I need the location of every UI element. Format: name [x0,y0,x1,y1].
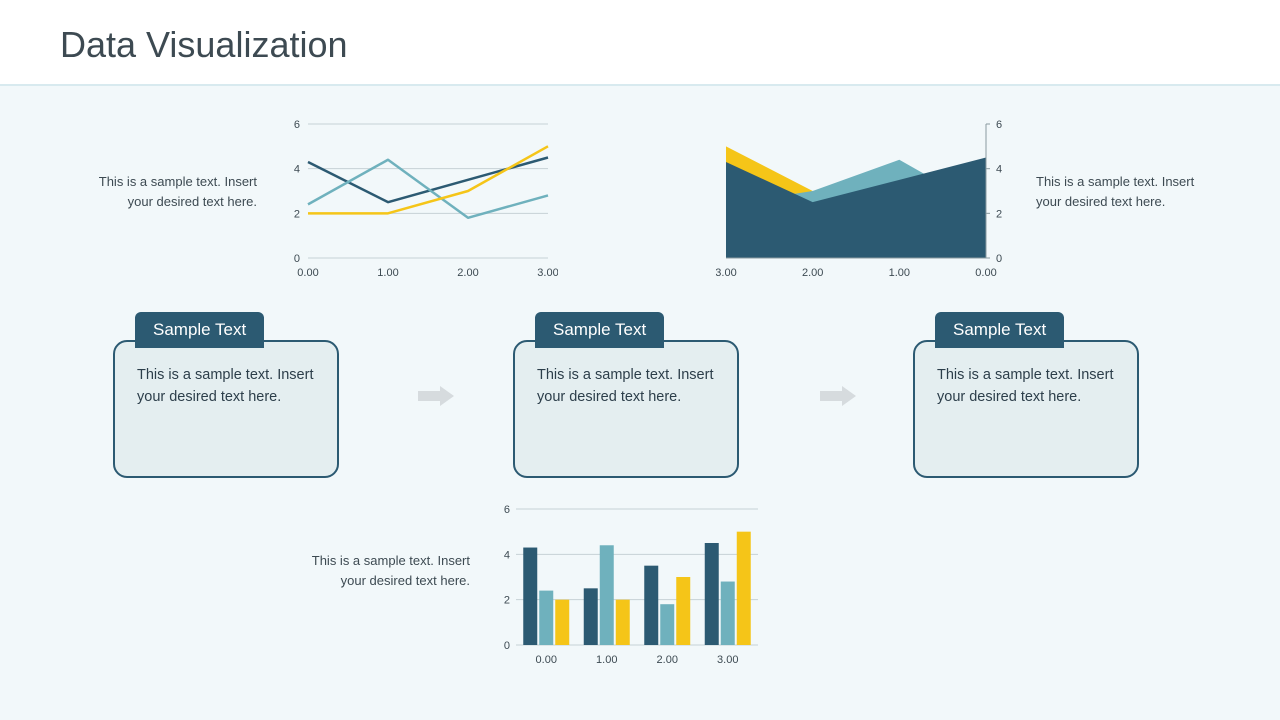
bar-chart: 0 2 4 6 0.00 1.00 2.00 3.00 [488,501,768,671]
svg-text:4: 4 [294,164,300,176]
svg-text:2.00: 2.00 [657,654,678,666]
svg-text:0.00: 0.00 [975,267,996,279]
page-title: Data Visualization [60,24,1220,66]
card-tab: Sample Text [135,312,264,348]
svg-text:0.00: 0.00 [297,267,318,279]
line-chart: 0 2 4 6 0.00 1.00 2.00 3.00 [278,116,558,286]
card-1: Sample Text This is a sample text. Inser… [113,340,339,478]
svg-text:3.00: 3.00 [537,267,558,279]
description-top-left: This is a sample text. Insert your desir… [97,172,257,211]
svg-text:6: 6 [504,504,510,516]
arrow-icon [820,386,856,406]
svg-text:1.00: 1.00 [889,267,910,279]
svg-text:2.00: 2.00 [457,267,478,279]
svg-text:6: 6 [294,119,300,131]
svg-text:4: 4 [504,549,510,561]
description-bottom: This is a sample text. Insert your desir… [310,551,470,590]
svg-text:2: 2 [996,208,1002,220]
card-body: This is a sample text. Insert your desir… [915,342,1137,431]
card-2: Sample Text This is a sample text. Inser… [513,340,739,478]
svg-text:4: 4 [996,164,1002,176]
area-chart: 0 2 4 6 3.00 2.00 1.00 0.00 [716,116,1016,286]
description-top-right: This is a sample text. Insert your desir… [1036,172,1196,211]
svg-text:2.00: 2.00 [802,267,823,279]
svg-text:3.00: 3.00 [716,267,737,279]
card-tab: Sample Text [935,312,1064,348]
svg-text:2: 2 [294,208,300,220]
svg-text:3.00: 3.00 [717,654,738,666]
svg-text:6: 6 [996,119,1002,131]
arrow-icon [418,386,454,406]
card-body: This is a sample text. Insert your desir… [515,342,737,431]
card-body: This is a sample text. Insert your desir… [115,342,337,431]
content-area: This is a sample text. Insert your desir… [0,86,1280,706]
card-3: Sample Text This is a sample text. Inser… [913,340,1139,478]
card-tab: Sample Text [535,312,664,348]
svg-text:0: 0 [294,253,300,265]
svg-text:1.00: 1.00 [377,267,398,279]
svg-text:0: 0 [996,253,1002,265]
svg-text:0.00: 0.00 [536,654,557,666]
svg-text:0: 0 [504,640,510,652]
svg-text:1.00: 1.00 [596,654,617,666]
svg-text:2: 2 [504,595,510,607]
header: Data Visualization [0,0,1280,86]
